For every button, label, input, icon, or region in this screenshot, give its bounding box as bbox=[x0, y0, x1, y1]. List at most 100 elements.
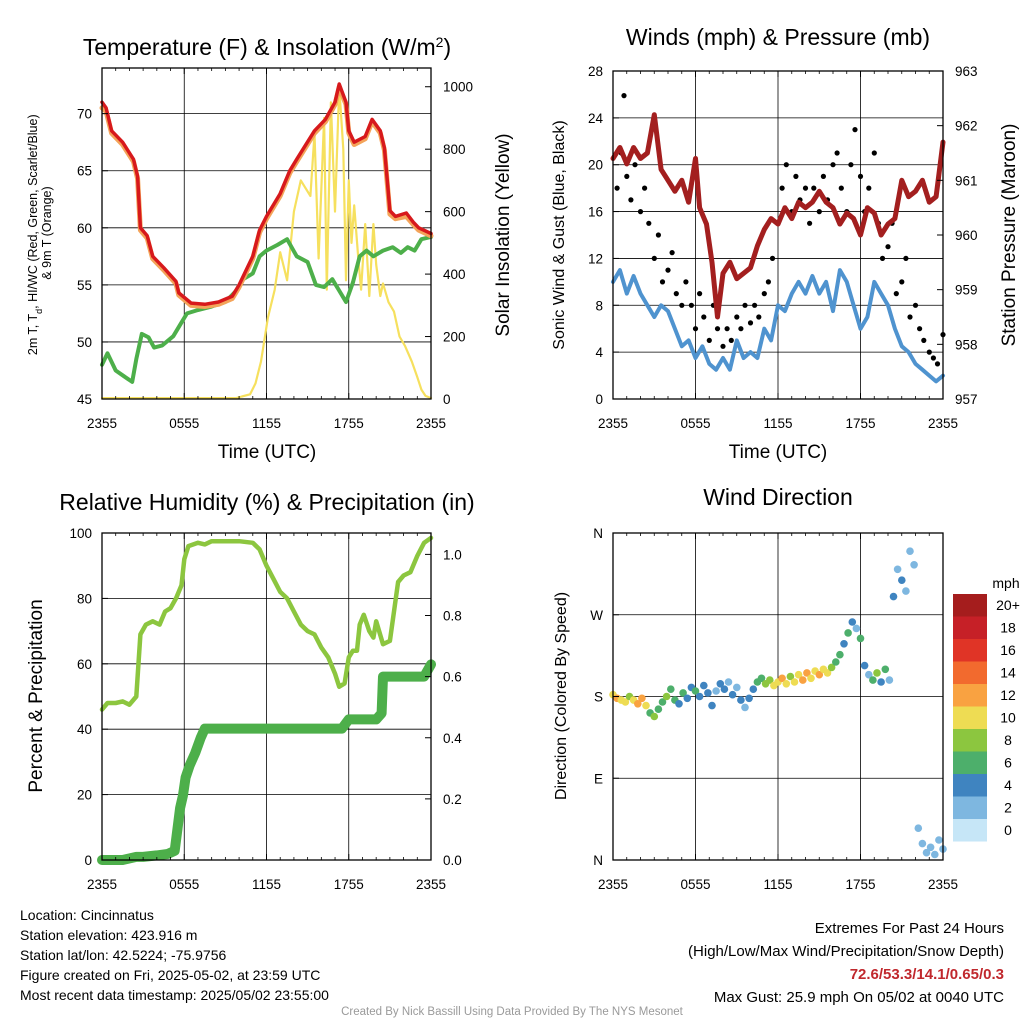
wind-direction-point bbox=[720, 685, 729, 693]
y-right-tick-label: 959 bbox=[955, 283, 978, 298]
gust-point bbox=[879, 255, 886, 261]
wind-direction-point bbox=[931, 850, 939, 859]
y-right-tick-label: 0 bbox=[443, 392, 451, 407]
wind-direction-point bbox=[898, 576, 906, 584]
y-tick-label: 12 bbox=[588, 251, 603, 266]
speed-legend-swatch bbox=[953, 729, 987, 752]
gust-point bbox=[756, 314, 762, 320]
wind-direction-point bbox=[799, 676, 807, 684]
gust-point bbox=[761, 291, 767, 297]
gust-point bbox=[802, 185, 809, 191]
gust-point bbox=[783, 162, 789, 168]
gust-point bbox=[728, 337, 734, 343]
gust-point bbox=[646, 220, 652, 226]
y-tick-label: 0 bbox=[595, 392, 603, 407]
station-pressure-line bbox=[610, 112, 946, 320]
humidity-left-axis-label: Percent & Precipitation bbox=[26, 599, 47, 792]
plot-frame bbox=[101, 67, 432, 400]
extremes-values: 72.6/53.3/14.1/0.65/0.3 bbox=[849, 966, 1004, 983]
speed-legend-swatch bbox=[953, 594, 987, 617]
gust-point bbox=[899, 279, 905, 285]
temperature-panel: Temperature (F) & Insolation (W/m2) Time… bbox=[26, 34, 514, 463]
gust-point bbox=[632, 162, 638, 168]
humidity-panel: Relative Humidity (%) & Precipitation (i… bbox=[26, 489, 475, 892]
wind-direction-point bbox=[827, 663, 836, 672]
wind-direction-point bbox=[926, 843, 935, 852]
x-tick-label: 1755 bbox=[334, 877, 364, 892]
speed-legend-label: 4 bbox=[1004, 777, 1012, 793]
y-right-tick-label: 0.6 bbox=[443, 670, 462, 685]
speed-legend-label: 12 bbox=[1000, 687, 1016, 703]
gust-point bbox=[921, 337, 927, 343]
y-right-tick-label: 1000 bbox=[443, 80, 473, 95]
gust-point bbox=[642, 185, 648, 191]
wind-direction-point bbox=[667, 685, 675, 693]
gust-point bbox=[669, 250, 675, 256]
humidity-title: Relative Humidity (%) & Precipitation (i… bbox=[59, 489, 474, 515]
wind-direction-point bbox=[918, 839, 927, 848]
y-right-tick-label: 961 bbox=[955, 173, 978, 188]
gust-point bbox=[706, 337, 712, 343]
x-tick-label: 2355 bbox=[416, 416, 446, 431]
wind-direction-point bbox=[856, 634, 865, 643]
wind-direction-point bbox=[642, 701, 650, 710]
y-right-tick-label: 0.0 bbox=[443, 853, 462, 868]
wind-direction-point bbox=[745, 694, 753, 703]
wind-direction-point bbox=[889, 592, 898, 601]
y-right-tick-label: 962 bbox=[955, 119, 978, 134]
wind-direction-point bbox=[621, 698, 630, 706]
y-right-tick-label: 1.0 bbox=[443, 547, 462, 562]
temperature-right-axis-label: Solar Insolation (Yellow) bbox=[493, 133, 514, 336]
y-tick-label: 0 bbox=[84, 853, 92, 868]
y-tick-label: 20 bbox=[588, 158, 603, 173]
wind-direction-point bbox=[708, 701, 716, 710]
wind-direction-point bbox=[724, 678, 733, 686]
gust-point bbox=[637, 209, 644, 215]
y-tick-label: 28 bbox=[588, 64, 603, 79]
speed-legend-label: 14 bbox=[1000, 665, 1016, 681]
gust-point bbox=[688, 302, 695, 308]
plot-frame bbox=[101, 532, 432, 861]
x-tick-label: 1155 bbox=[252, 416, 281, 431]
speed-legend-swatch bbox=[953, 616, 987, 639]
wind-direction-point bbox=[778, 674, 786, 683]
speed-legend-swatch bbox=[953, 684, 987, 707]
y-tick-label: 20 bbox=[77, 788, 92, 803]
wind-direction-point bbox=[728, 690, 737, 699]
plot-frame bbox=[612, 532, 944, 861]
wind-direction-point bbox=[638, 694, 646, 703]
speed-legend-swatch bbox=[953, 819, 987, 842]
figure-created: Figure created on Fri, 2025-05-02, at 23… bbox=[20, 967, 321, 983]
x-tick-label: 0555 bbox=[169, 877, 199, 892]
wind-direction-point bbox=[794, 670, 803, 679]
gust-point bbox=[838, 185, 844, 191]
y-tick-label: E bbox=[594, 771, 603, 786]
speed-legend-swatch bbox=[953, 639, 987, 662]
gust-point bbox=[742, 302, 748, 308]
speed-legend-label: 16 bbox=[1000, 642, 1016, 658]
gust-point bbox=[738, 326, 744, 332]
speed-legend-label: 2 bbox=[1004, 800, 1012, 816]
y-tick-label: 80 bbox=[77, 591, 92, 606]
wind-direction-point bbox=[832, 658, 840, 666]
wind-direction-point bbox=[658, 698, 667, 706]
gust-point bbox=[871, 150, 877, 156]
x-tick-label: 1155 bbox=[763, 877, 792, 892]
winds-title: Winds (mph) & Pressure (mb) bbox=[626, 24, 930, 50]
wind-direction-point bbox=[786, 672, 795, 681]
y-tick-label: 65 bbox=[77, 164, 92, 179]
y-right-tick-label: 958 bbox=[955, 337, 978, 352]
speed-legend-swatch bbox=[953, 751, 987, 774]
wind-direction-point bbox=[679, 689, 687, 697]
x-tick-label: 2355 bbox=[416, 877, 446, 892]
y-right-tick-label: 800 bbox=[443, 142, 466, 157]
wind-direction-point bbox=[914, 824, 923, 832]
extremes-legend: (High/Low/Max Wind/Precipitation/Snow De… bbox=[688, 943, 1004, 960]
y-tick-label: 24 bbox=[588, 111, 604, 126]
gust-point bbox=[893, 291, 899, 297]
winds-right-axis-label: Station Pressure (Maroon) bbox=[999, 124, 1020, 347]
gust-point bbox=[734, 314, 740, 320]
wind-direction-point bbox=[704, 689, 712, 697]
y-tick-label: 55 bbox=[77, 278, 92, 293]
wind-direction-point bbox=[675, 700, 683, 708]
